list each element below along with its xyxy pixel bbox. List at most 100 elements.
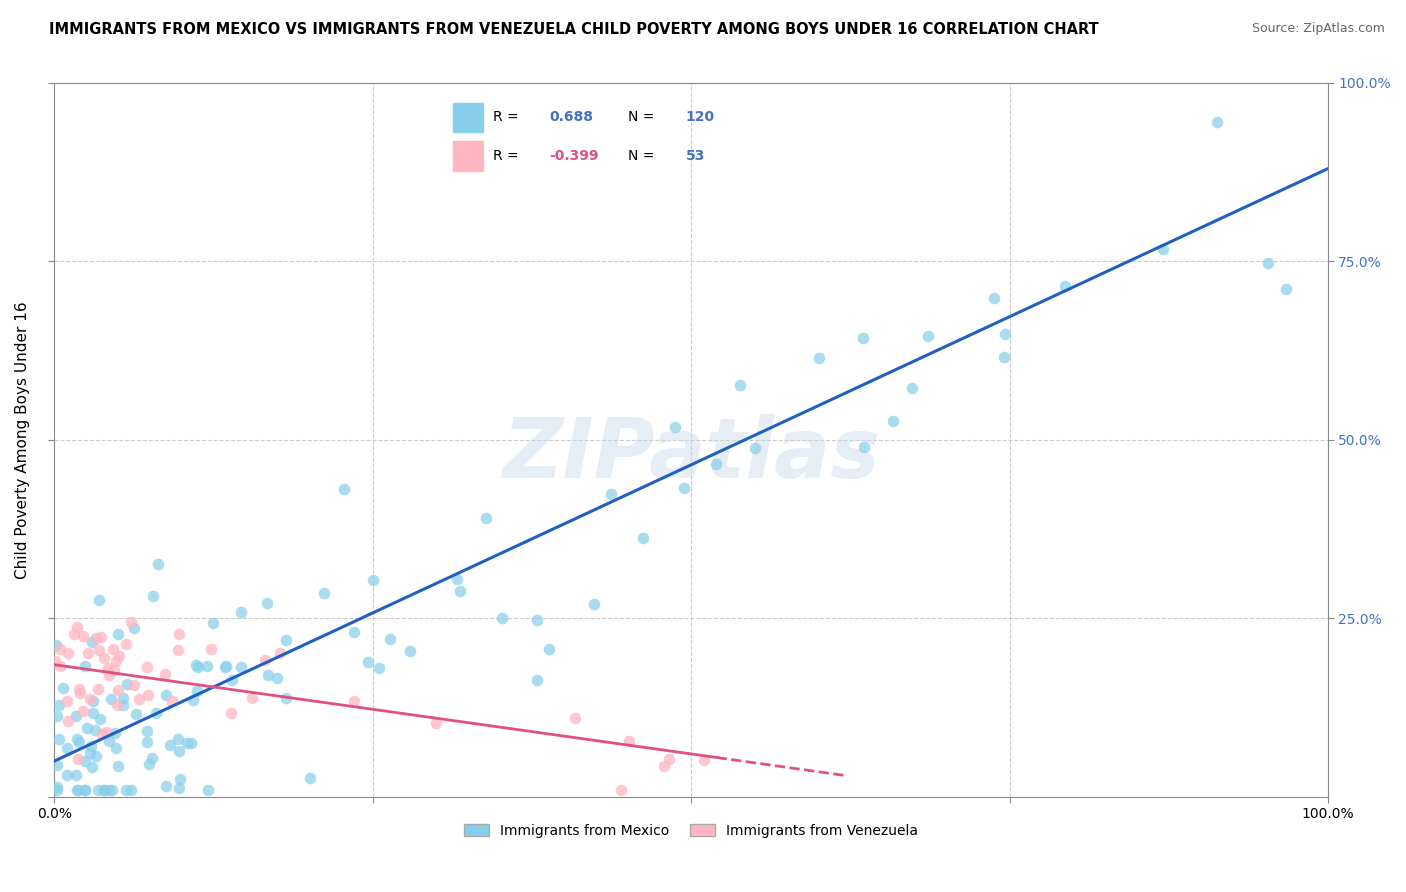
Point [704, 457, 727, 471]
Point [72, 629, 94, 643]
Point [983, 292, 1005, 306]
Point [76, 721, 98, 735]
Point [80, 739, 103, 754]
Point [693, 753, 716, 767]
Point [219, 706, 242, 721]
Point [162, 694, 184, 708]
Point [103, 663, 125, 677]
Point [214, 658, 236, 673]
Point [195, 658, 218, 673]
Point [229, 605, 252, 619]
Point [89, 643, 111, 657]
Point [93, 782, 115, 797]
Point [153, 666, 176, 681]
Point [135, 724, 157, 739]
Point [901, 381, 924, 395]
Point [491, 611, 513, 625]
Point [187, 660, 209, 674]
Point [221, 673, 243, 688]
Point [474, 511, 496, 525]
Point [101, 782, 124, 797]
Point [672, 481, 695, 495]
Point [314, 586, 336, 600]
Point [537, 642, 560, 657]
Point [214, 660, 236, 674]
Point [994, 326, 1017, 341]
Point [610, 782, 633, 797]
Point [276, 690, 298, 705]
Point [105, 654, 128, 668]
Point [82, 706, 104, 720]
Point [66, 620, 89, 634]
Point [125, 706, 148, 721]
Point [128, 691, 150, 706]
Point [104, 726, 127, 740]
Point [82, 635, 104, 649]
Point [72, 704, 94, 718]
Point [599, 487, 621, 501]
Point [186, 684, 208, 698]
Point [853, 440, 876, 454]
Point [298, 772, 321, 786]
Point [97, 661, 120, 675]
Point [240, 691, 263, 706]
Point [124, 678, 146, 692]
Point [67, 752, 90, 766]
Point [105, 698, 128, 713]
Point [112, 698, 135, 712]
Point [89, 712, 111, 726]
Point [91, 727, 114, 741]
Point [167, 744, 190, 758]
Point [103, 641, 125, 656]
Point [564, 711, 586, 725]
Point [124, 621, 146, 635]
Point [257, 668, 280, 682]
Point [107, 683, 129, 698]
Point [617, 734, 640, 748]
Point [807, 351, 830, 366]
Text: IMMIGRANTS FROM MEXICO VS IMMIGRANTS FROM VENEZUELA CHILD POVERTY AMONG BOYS UND: IMMIGRANTS FROM MEXICO VS IMMIGRANTS FRO… [49, 22, 1099, 37]
Point [380, 632, 402, 647]
Point [98, 782, 121, 797]
Point [526, 613, 548, 627]
Point [67, 735, 90, 749]
Point [49, 641, 72, 656]
Point [253, 652, 276, 666]
Point [56, 646, 79, 660]
Point [75, 782, 97, 797]
Legend: Immigrants from Mexico, Immigrants from Venezuela: Immigrants from Mexico, Immigrants from … [458, 818, 924, 843]
Point [159, 739, 181, 753]
Point [93, 782, 115, 797]
Point [582, 598, 605, 612]
Point [136, 688, 159, 702]
Point [79, 746, 101, 760]
Point [269, 647, 291, 661]
Point [1206, 114, 1229, 128]
Point [52, 681, 75, 696]
Point [425, 715, 447, 730]
Point [55, 693, 77, 707]
Point [256, 596, 278, 610]
Point [367, 661, 389, 675]
Point [45, 638, 67, 652]
Point [201, 615, 224, 630]
Point [664, 420, 686, 434]
Point [115, 677, 138, 691]
Point [108, 649, 131, 664]
Point [744, 441, 766, 455]
Point [69, 686, 91, 700]
Point [49, 659, 72, 673]
Point [82, 760, 104, 774]
Point [145, 706, 167, 720]
Point [83, 723, 105, 738]
Point [86, 681, 108, 696]
Point [266, 671, 288, 685]
Point [852, 331, 875, 345]
Point [87, 592, 110, 607]
Point [167, 731, 190, 746]
Point [97, 734, 120, 748]
Point [66, 782, 89, 797]
Point [107, 627, 129, 641]
Point [993, 350, 1015, 364]
Point [48, 698, 70, 713]
